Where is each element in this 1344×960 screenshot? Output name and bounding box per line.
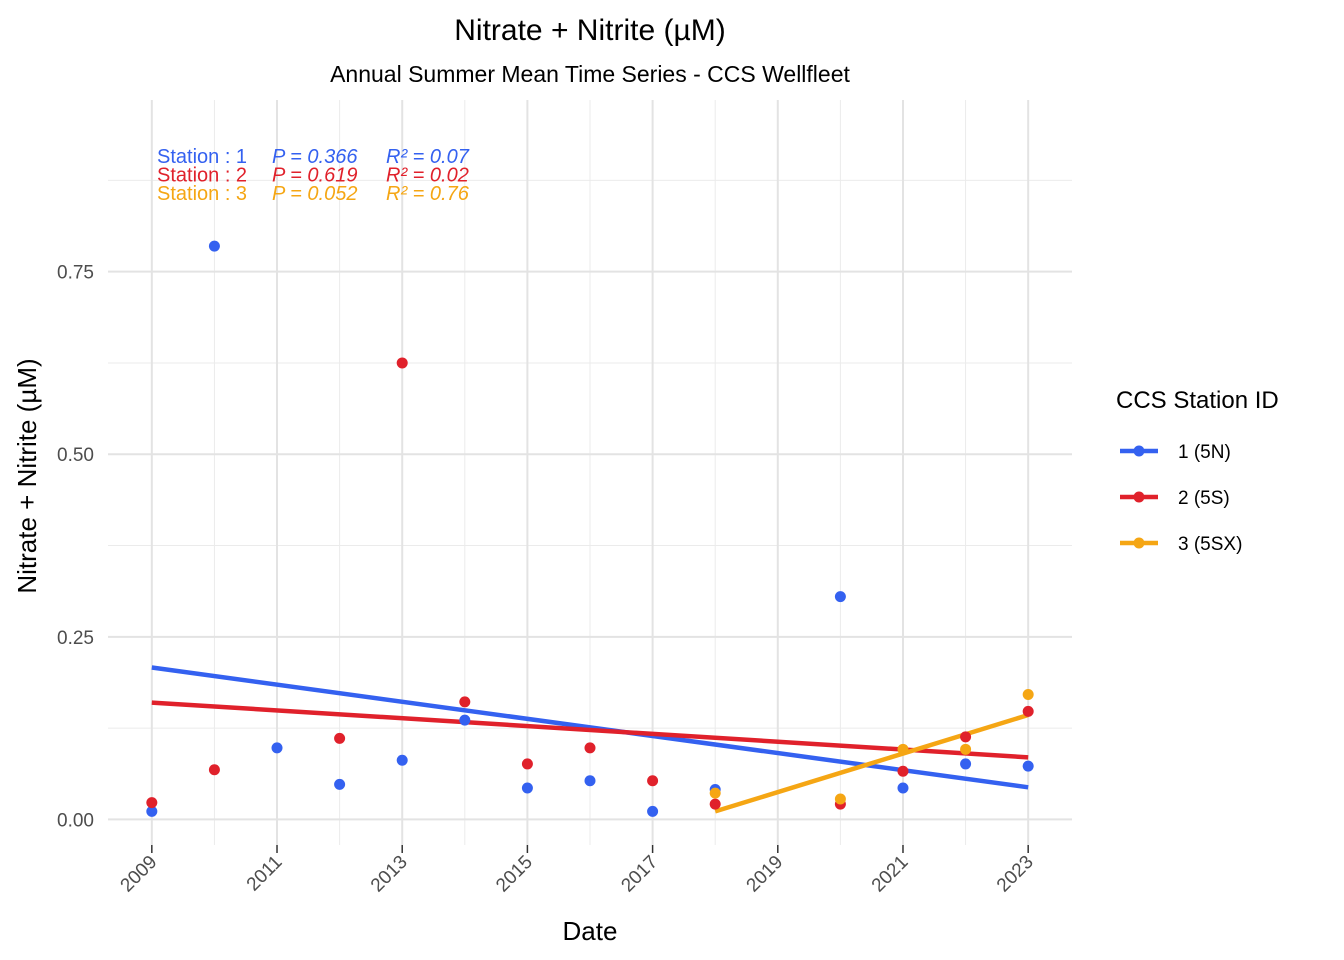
data-point [897,782,909,794]
x-tick-label: 2013 [367,852,412,897]
data-point [521,758,533,770]
legend-key-point [1133,537,1145,549]
x-tick-label: 2019 [743,852,788,897]
data-point [396,754,408,766]
trend-line [714,712,1029,814]
data-point [1022,760,1034,772]
y-tick-label: 0.25 [57,628,94,649]
y-tick-label: 0.50 [57,445,94,466]
data-point [834,591,846,603]
legend-title: CCS Station ID [1116,387,1279,414]
data-point [960,758,972,770]
y-tick-label: 0.00 [57,810,94,831]
data-point [459,696,471,708]
data-point [960,743,972,755]
x-tick-label: 2021 [868,852,913,897]
legend-label: 3 (5SX) [1178,534,1242,555]
data-point [1022,689,1034,701]
data-point [271,742,283,754]
x-tick-label: 2009 [117,852,162,897]
data-point [647,775,659,787]
data-point [584,775,596,787]
data-point [396,357,408,369]
y-axis-label: Nitrate + Nitrite (µM) [12,358,42,593]
data-point [960,731,972,743]
data-point [146,805,158,817]
legend-key-point [1133,491,1145,503]
data-point [1022,705,1034,717]
legend-label: 1 (5N) [1178,442,1231,463]
x-axis-ticks: 2009 2011 2013 2015 2017 2019 2021 2023 [117,845,1038,896]
data-point [647,805,659,817]
trend-line [151,665,1029,790]
data-point [459,714,471,726]
trend-lines [151,665,1029,814]
chart-subtitle: Annual Summer Mean Time Series - CCS Wel… [330,61,850,87]
y-axis-ticks: 0.00 0.25 0.50 0.75 [57,263,94,832]
data-point [897,765,909,777]
y-tick-label: 0.75 [57,263,94,284]
legend: CCS Station ID 1 (5N) 2 (5S) 3 (5SX) [1116,387,1279,555]
legend-key-point [1133,445,1145,457]
major-gridlines [108,100,1072,845]
data-point [208,240,220,252]
x-tick-label: 2011 [243,852,287,896]
data-point [834,793,846,805]
x-axis-label: Date [563,916,618,946]
chart-title: Nitrate + Nitrite (µM) [454,14,725,47]
data-point [709,787,721,799]
trend-line [151,700,1029,760]
data-points [146,240,1034,817]
data-point [897,743,909,755]
data-point [584,742,596,754]
minor-gridlines [108,100,1072,845]
x-tick-label: 2015 [492,852,537,897]
data-point [334,778,346,790]
legend-label: 2 (5S) [1178,488,1230,509]
x-tick-label: 2023 [993,852,1038,897]
x-tick-label: 2017 [617,852,662,897]
data-point [709,798,721,810]
data-point [146,797,158,809]
data-point [521,782,533,794]
data-point [334,732,346,744]
data-point [208,764,220,776]
